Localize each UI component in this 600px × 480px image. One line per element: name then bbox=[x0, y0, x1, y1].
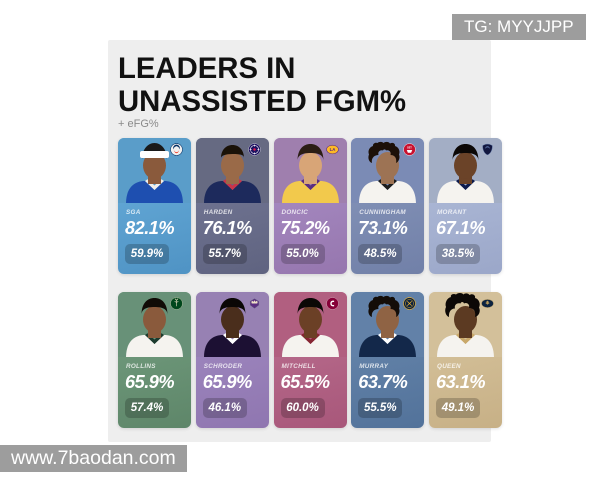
svg-text:LA: LA bbox=[329, 147, 336, 152]
svg-text:DET: DET bbox=[407, 147, 412, 149]
